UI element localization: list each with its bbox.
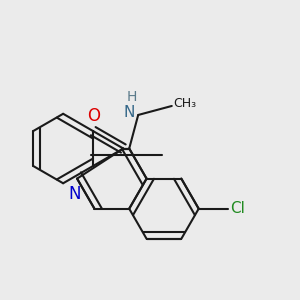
Text: CH₃: CH₃: [173, 97, 196, 110]
Text: O: O: [87, 107, 100, 125]
Text: H: H: [127, 90, 137, 104]
Text: N: N: [68, 185, 81, 203]
Text: N: N: [123, 104, 135, 119]
Text: Cl: Cl: [231, 201, 245, 216]
